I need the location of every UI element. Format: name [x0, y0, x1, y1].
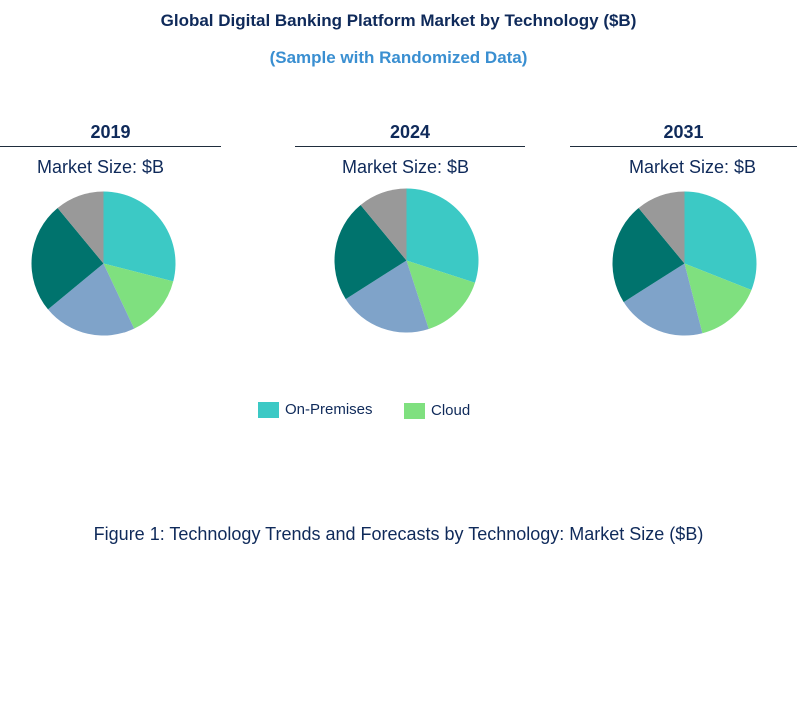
- pie-slice-segment-4: [334, 205, 407, 300]
- legend-swatch: [404, 403, 425, 420]
- pie-slice-segment-3: [48, 263, 135, 336]
- pie-slice-on-premises: [406, 188, 479, 283]
- market-size-label: Market Size: $B: [342, 157, 470, 177]
- pie-slice-segment-4: [31, 208, 104, 310]
- panel-year-label: 2031: [663, 122, 704, 142]
- panel-divider: [295, 146, 525, 147]
- pie-panel-2019: 2019 Market Size: $B: [0, 118, 221, 348]
- legend-label: On-Premises: [285, 401, 373, 418]
- pie-slice-cloud: [103, 263, 174, 329]
- pie-slice-segment-3: [623, 263, 703, 336]
- pie-slice-segment-3: [345, 260, 429, 333]
- legend-item-on-premises: On-Premises: [258, 401, 373, 419]
- pie-slice-on-premises: [103, 191, 176, 282]
- chart-title: Global Digital Banking Platform Market b…: [160, 11, 637, 30]
- pie-chart-2019: [31, 191, 176, 336]
- legend-swatch: [258, 402, 279, 419]
- pie-slice-cloud: [406, 260, 475, 329]
- chart-subtitle: (Sample with Randomized Data): [269, 48, 528, 67]
- pie-panel-2024: 2024 Market Size: $B: [295, 118, 525, 348]
- panel-year-label: 2024: [389, 122, 431, 142]
- pie-slice-on-premises: [684, 191, 757, 291]
- panel-divider: [0, 146, 221, 147]
- pie-slice-segment-5: [57, 191, 104, 264]
- pie-chart-2024: [334, 188, 479, 333]
- pie-slice-segment-5: [360, 188, 407, 261]
- panel-divider: [570, 146, 797, 147]
- panel-year-label: 2019: [90, 122, 131, 142]
- figure-caption: Figure 1: Technology Trends and Forecast…: [93, 524, 704, 544]
- market-size-label: Market Size: $B: [629, 157, 757, 177]
- pie-slice-segment-4: [612, 208, 685, 303]
- legend-item-cloud: Cloud: [404, 402, 471, 420]
- pie-chart-2031: [612, 191, 757, 336]
- pie-slice-cloud: [684, 263, 752, 334]
- pie-panel-2031: 2031 Market Size: $B: [570, 118, 797, 348]
- legend-label: Cloud: [431, 402, 471, 419]
- pie-slice-segment-5: [638, 191, 685, 264]
- market-size-label: Market Size: $B: [37, 157, 165, 177]
